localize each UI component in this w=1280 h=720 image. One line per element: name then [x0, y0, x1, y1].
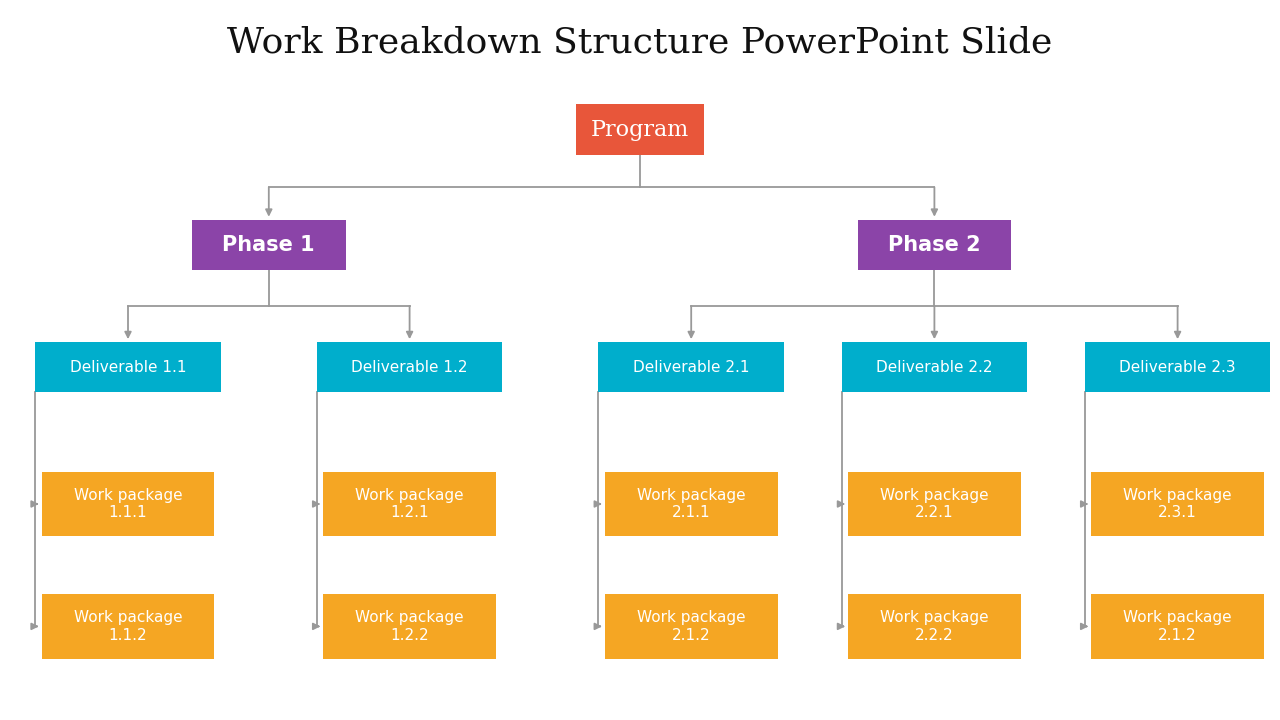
Text: Phase 1: Phase 1: [223, 235, 315, 255]
Text: Deliverable 2.2: Deliverable 2.2: [876, 360, 993, 374]
Text: Work package
1.1.1: Work package 1.1.1: [74, 488, 182, 520]
Text: Work package
2.1.1: Work package 2.1.1: [637, 488, 745, 520]
FancyBboxPatch shape: [323, 472, 497, 536]
FancyBboxPatch shape: [599, 342, 783, 392]
Text: Work package
1.2.1: Work package 1.2.1: [356, 488, 463, 520]
Text: Work package
2.2.2: Work package 2.2.2: [881, 610, 988, 642]
FancyBboxPatch shape: [317, 342, 502, 392]
FancyBboxPatch shape: [41, 472, 215, 536]
FancyBboxPatch shape: [323, 594, 497, 659]
Text: Work package
2.3.1: Work package 2.3.1: [1124, 488, 1231, 520]
FancyBboxPatch shape: [842, 342, 1028, 392]
Text: Work package
1.1.2: Work package 1.1.2: [74, 610, 182, 642]
FancyBboxPatch shape: [1085, 342, 1271, 392]
Text: Phase 2: Phase 2: [888, 235, 980, 255]
FancyBboxPatch shape: [36, 342, 220, 392]
Text: Deliverable 1.2: Deliverable 1.2: [351, 360, 468, 374]
Text: Deliverable 2.1: Deliverable 2.1: [632, 360, 750, 374]
Text: Program: Program: [591, 119, 689, 140]
FancyBboxPatch shape: [858, 220, 1011, 270]
FancyBboxPatch shape: [849, 594, 1021, 659]
FancyBboxPatch shape: [849, 472, 1021, 536]
FancyBboxPatch shape: [1091, 594, 1265, 659]
FancyBboxPatch shape: [576, 104, 704, 155]
Text: Work package
2.1.2: Work package 2.1.2: [1124, 610, 1231, 642]
FancyBboxPatch shape: [605, 472, 778, 536]
Text: Work package
2.2.1: Work package 2.2.1: [881, 488, 988, 520]
Text: Deliverable 1.1: Deliverable 1.1: [69, 360, 187, 374]
FancyBboxPatch shape: [192, 220, 346, 270]
Text: Deliverable 2.3: Deliverable 2.3: [1119, 360, 1236, 374]
Text: Work package
2.1.2: Work package 2.1.2: [637, 610, 745, 642]
FancyBboxPatch shape: [41, 594, 215, 659]
FancyBboxPatch shape: [605, 594, 778, 659]
Text: Work Breakdown Structure PowerPoint Slide: Work Breakdown Structure PowerPoint Slid…: [228, 25, 1052, 59]
FancyBboxPatch shape: [1091, 472, 1265, 536]
Text: Work package
1.2.2: Work package 1.2.2: [356, 610, 463, 642]
